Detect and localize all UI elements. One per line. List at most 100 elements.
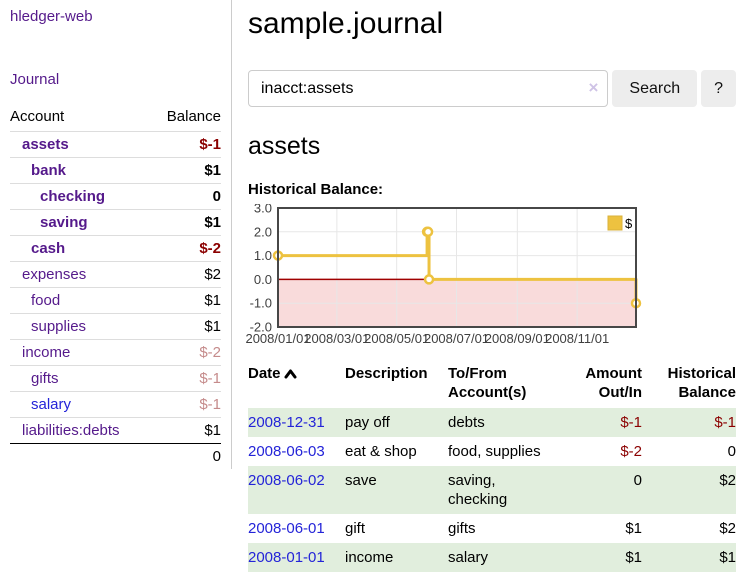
- sidebar-account-link[interactable]: assets: [22, 136, 69, 153]
- column-header-description[interactable]: Description: [345, 365, 428, 382]
- account-row: liabilities:debts $1: [10, 417, 221, 444]
- account-row: income $-2: [10, 339, 221, 366]
- transaction-row: 2008-01-01 income salary $1 $1: [248, 543, 736, 572]
- account-heading: assets: [248, 132, 321, 160]
- account-row: food $1: [10, 287, 221, 314]
- account-balance: $-2: [151, 339, 221, 366]
- account-row: assets $-1: [10, 131, 221, 158]
- svg-text:2008/09/01: 2008/09/01: [485, 331, 550, 346]
- transaction-date-link[interactable]: 2008-06-02: [248, 472, 325, 489]
- accounts-header-balance: Balance: [166, 108, 221, 125]
- transaction-date-link[interactable]: 2008-06-01: [248, 520, 325, 537]
- sidebar-account-link[interactable]: checking: [40, 188, 106, 205]
- data-point-marker: [423, 274, 435, 285]
- transaction-accounts: gifts: [448, 520, 476, 537]
- transaction-amount: 0: [633, 472, 642, 489]
- transaction-description: eat & shop: [345, 443, 417, 460]
- data-point-marker: [422, 226, 434, 238]
- account-balance: $1: [151, 209, 221, 236]
- historical-balance-chart[interactable]: $3.0 2.0 1.0 0.0 -1.0 -2.0 2008/01/01 2008/03/0…: [245, 201, 736, 352]
- clear-search-icon[interactable]: ×: [588, 78, 599, 97]
- search-input[interactable]: [248, 70, 609, 107]
- svg-text:2008/03/01: 2008/03/01: [304, 331, 369, 346]
- sidebar-account-link[interactable]: food: [31, 292, 61, 309]
- transaction-description: save: [345, 472, 377, 489]
- account-row: saving $1: [10, 209, 221, 236]
- sidebar-account-link[interactable]: saving: [40, 214, 88, 231]
- accounts-total-value: 0: [151, 443, 221, 469]
- transaction-description: gift: [345, 520, 366, 537]
- transaction-accounts: debts: [448, 414, 485, 431]
- svg-text:2008/05/01: 2008/05/01: [364, 331, 429, 346]
- svg-text:2008/07/01: 2008/07/01: [424, 331, 489, 346]
- svg-text:2008/01/01: 2008/01/01: [246, 331, 311, 346]
- nav-journal-link[interactable]: Journal: [10, 71, 60, 88]
- account-row: gifts $-1: [10, 365, 221, 392]
- account-balance: $-1: [151, 131, 221, 158]
- transaction-balance: $2: [719, 520, 736, 537]
- account-balance: $-1: [151, 391, 221, 418]
- legend-label: $: [625, 216, 633, 231]
- transaction-row: 2008-12-31 pay off debts $-1 $-1: [248, 408, 736, 437]
- transaction-description: pay off: [345, 414, 390, 431]
- transaction-balance: $1: [719, 549, 736, 566]
- account-row: cash $-2: [10, 235, 221, 262]
- transaction-accounts: saving, checking: [448, 472, 508, 508]
- account-row: bank $1: [10, 157, 221, 184]
- svg-text:1.0: 1.0: [254, 248, 272, 263]
- accounts-table: Account Balance assets $-1 bank $1 checking 0…: [10, 104, 221, 469]
- column-header-date[interactable]: Date: [248, 364, 345, 408]
- chart-title: Historical Balance:: [248, 181, 384, 198]
- transaction-row: 2008-06-03 eat & shop food, supplies $-2 0: [248, 437, 736, 466]
- sidebar-account-link[interactable]: gifts: [31, 370, 59, 387]
- transaction-balance: $2: [719, 472, 736, 489]
- sidebar-account-link[interactable]: income: [22, 344, 71, 361]
- account-balance: $1: [151, 287, 221, 314]
- transaction-date-link[interactable]: 2008-12-31: [248, 414, 325, 431]
- svg-text:0.0: 0.0: [254, 272, 272, 287]
- sidebar-account-link[interactable]: supplies: [31, 318, 87, 335]
- account-balance: $-1: [151, 365, 221, 392]
- sidebar: hledger-web Journal Account Balance asse…: [0, 0, 232, 469]
- account-balance: $1: [151, 157, 221, 184]
- transaction-amount: $-1: [620, 414, 642, 431]
- account-balance: $-2: [151, 235, 221, 262]
- svg-text:-2.0: -2.0: [250, 320, 272, 335]
- accounts-header-account: Account: [10, 108, 65, 125]
- svg-text:2008/11/01: 2008/11/01: [545, 331, 609, 346]
- svg-text:3.0: 3.0: [254, 204, 272, 216]
- sidebar-account-link[interactable]: expenses: [22, 266, 87, 283]
- sidebar-nav: Journal: [10, 71, 221, 88]
- transaction-accounts: food, supplies: [448, 443, 541, 460]
- transaction-date-link[interactable]: 2008-01-01: [248, 549, 325, 566]
- sidebar-account-link[interactable]: bank: [31, 162, 67, 179]
- search-form: × Search ?: [248, 70, 736, 107]
- help-button[interactable]: ?: [701, 70, 736, 107]
- search-button[interactable]: Search: [612, 70, 698, 107]
- account-balance: 0: [151, 183, 221, 210]
- transaction-date-link[interactable]: 2008-06-03: [248, 443, 325, 460]
- account-row: supplies $1: [10, 313, 221, 340]
- transaction-description: income: [345, 549, 394, 566]
- transaction-amount: $1: [625, 520, 642, 537]
- page-title: sample.journal: [248, 7, 444, 40]
- sidebar-account-link[interactable]: liabilities:debts: [22, 422, 120, 439]
- transaction-row: 2008-06-01 gift gifts $1 $2: [248, 514, 736, 543]
- column-header-amount-out/in[interactable]: Amount Out/In: [585, 365, 642, 401]
- column-header-historical-balance[interactable]: Historical Balance: [667, 365, 736, 401]
- account-row: expenses $2: [10, 261, 221, 288]
- account-row: salary $-1: [10, 391, 221, 418]
- accounts-total-row: 0: [10, 443, 221, 469]
- app-title-link[interactable]: hledger-web: [10, 8, 93, 25]
- sidebar-account-link[interactable]: salary: [31, 396, 72, 413]
- account-balance: $2: [151, 261, 221, 288]
- legend-swatch: [607, 215, 623, 231]
- sidebar-account-link[interactable]: cash: [31, 240, 66, 257]
- sort-ascending-icon: [284, 369, 297, 379]
- account-row: checking 0: [10, 183, 221, 210]
- transaction-amount: $1: [625, 549, 642, 566]
- transaction-row: 2008-06-02 save saving, checking 0 $2: [248, 466, 736, 514]
- transaction-accounts: salary: [448, 549, 489, 566]
- transaction-balance: 0: [727, 443, 736, 460]
- column-header-to/from-accounts[interactable]: To/From Account(s): [448, 365, 527, 401]
